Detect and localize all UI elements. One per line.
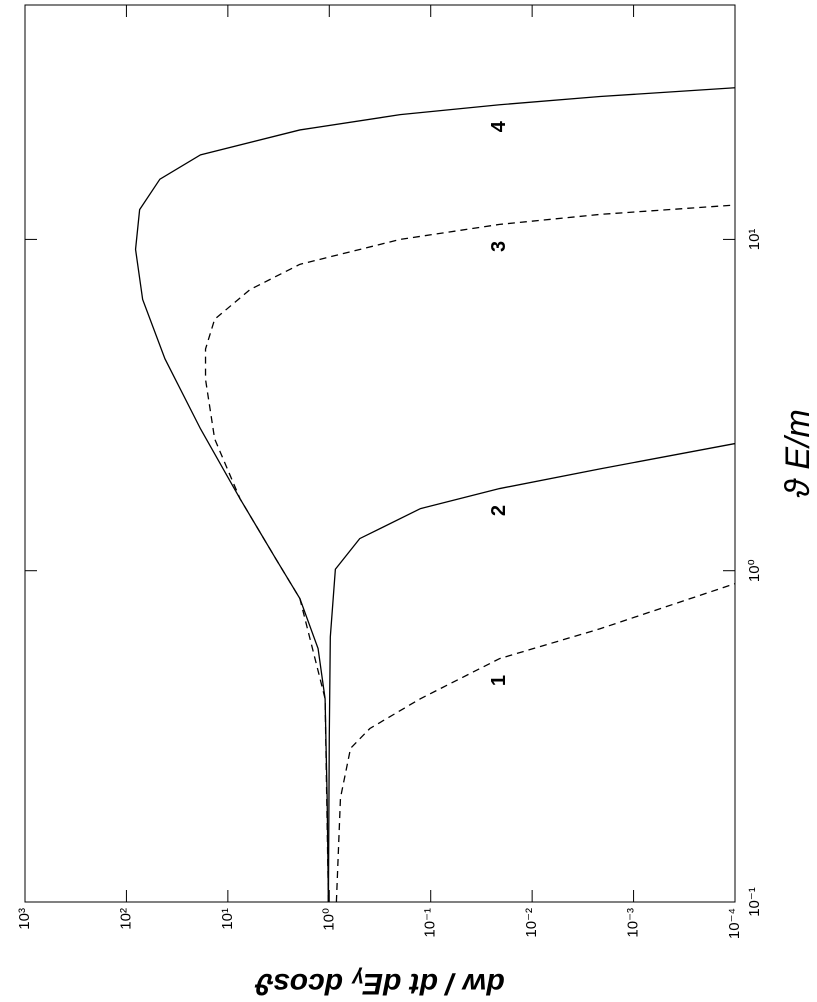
x-tick-label: 10⁰ [746,559,763,582]
series-line [335,583,736,903]
y-tick-label: 10⁻⁴ [726,908,743,939]
y-tick-label: 10⁻³ [625,908,642,938]
series-label: 3 [488,241,510,252]
y-tick-label: 10⁰ [320,908,337,931]
x-tick-label: 10¹ [746,229,763,251]
y-tick-label: 10¹ [219,908,236,930]
series-label: 2 [488,505,510,516]
y-axis-label: dw / dt dEᵧ dcosϑ [254,967,505,1000]
series-line [134,87,736,903]
x-axis-label: ϑ E/m [779,409,817,498]
y-tick-label: 10² [117,908,134,930]
y-tick-label: 10⁻¹ [422,908,439,938]
series-label: 4 [488,120,510,132]
x-tick-label: 10⁻¹ [746,887,763,917]
series-line [327,442,736,903]
series-line [204,204,736,903]
plot-frame [24,4,736,903]
plot-area: 10⁻¹ 10⁰ 10¹ 10⁻⁴ 10⁻³ 10⁻² 10⁻¹ 10⁰ 10¹ 10² 10³ ϑ … [16,4,817,1000]
y-tick-label: 10³ [16,908,33,930]
series-label: 1 [488,675,510,686]
y-tick-label: 10⁻² [523,908,540,938]
